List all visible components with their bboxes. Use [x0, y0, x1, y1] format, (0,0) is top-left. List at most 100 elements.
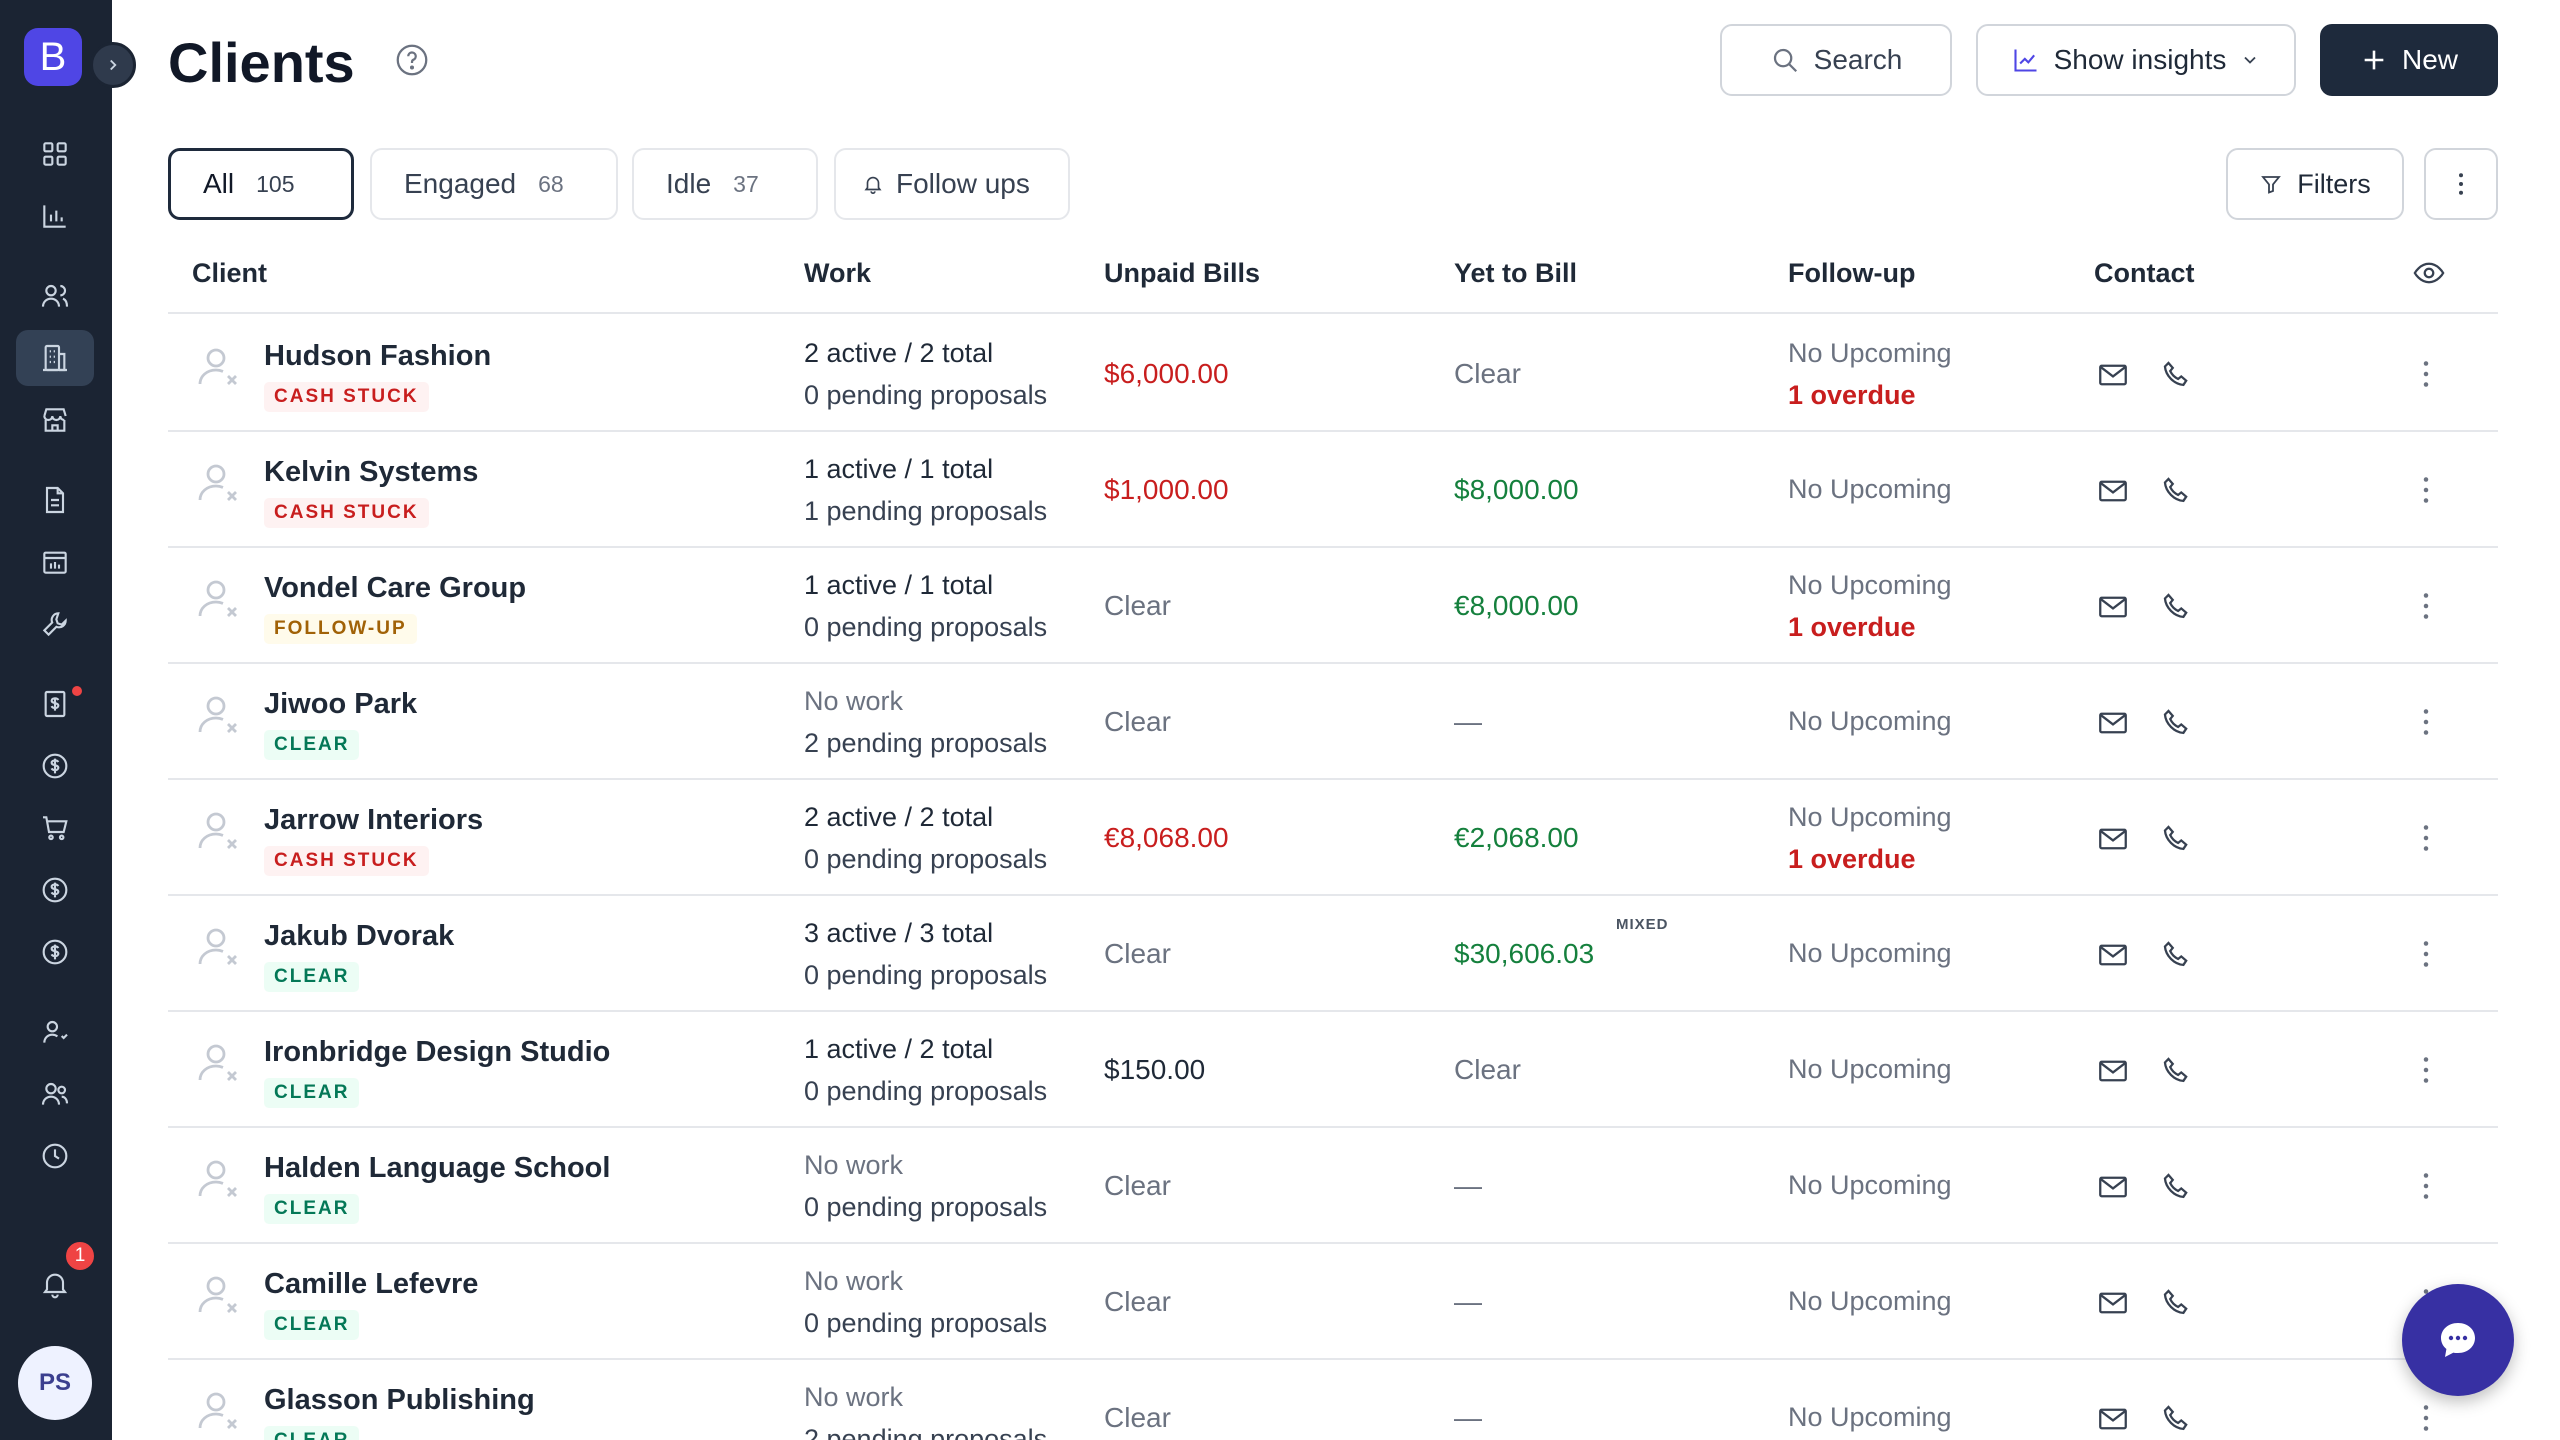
phone-icon[interactable]: [2160, 1054, 2194, 1088]
sidebar-item-profile[interactable]: [16, 1004, 94, 1060]
sidebar-item-payments[interactable]: [16, 738, 94, 794]
client-name[interactable]: Jakub Dvorak: [264, 920, 455, 952]
user-avatar[interactable]: PS: [18, 1346, 92, 1420]
column-header-client[interactable]: Client: [192, 258, 268, 288]
sidebar-item-tools[interactable]: [16, 596, 94, 652]
mail-icon[interactable]: [2096, 590, 2130, 624]
column-header-follow-up[interactable]: Follow-up: [1788, 258, 1916, 288]
tab-follow-ups[interactable]: Follow ups: [834, 148, 1070, 220]
sidebar-item-invoices[interactable]: [16, 676, 94, 732]
search-button[interactable]: Search: [1720, 24, 1952, 96]
sidebar-item-team[interactable]: [16, 1066, 94, 1122]
sidebar-collapse-button[interactable]: [90, 42, 136, 88]
kebab-menu-icon[interactable]: [2408, 1166, 2444, 1206]
client-name[interactable]: Ironbridge Design Studio: [264, 1036, 611, 1068]
bell-icon: [42, 1273, 68, 1299]
table-row[interactable]: Kelvin Systems CASH STUCK 1 active / 1 t…: [168, 432, 2498, 548]
client-name[interactable]: Jiwoo Park: [264, 688, 418, 720]
column-header-yet-to-bill[interactable]: Yet to Bill: [1454, 258, 1578, 288]
table-row[interactable]: Jakub Dvorak CLEAR 3 active / 3 total 0 …: [168, 896, 2498, 1012]
table-row[interactable]: Vondel Care Group FOLLOW-UP 1 active / 1…: [168, 548, 2498, 664]
phone-icon[interactable]: [2160, 1286, 2194, 1320]
sidebar-item-notifications[interactable]: [16, 1256, 94, 1312]
filters-button[interactable]: Filters: [2226, 148, 2404, 220]
more-options-button[interactable]: [2424, 148, 2498, 220]
mail-icon[interactable]: [2096, 1170, 2130, 1204]
tab-all[interactable]: All 105: [168, 148, 354, 220]
mail-icon[interactable]: [2096, 1402, 2130, 1436]
sidebar-item-reports[interactable]: [16, 534, 94, 590]
chat-icon: [2441, 1323, 2475, 1357]
work-summary: 2 active / 2 total: [804, 802, 994, 832]
client-name[interactable]: Halden Language School: [264, 1152, 611, 1184]
person-icon: [198, 580, 237, 617]
yet-to-bill: —: [1454, 706, 1482, 737]
kebab-menu-icon[interactable]: [2408, 702, 2444, 742]
client-name[interactable]: Vondel Care Group: [264, 572, 527, 604]
client-name[interactable]: Kelvin Systems: [264, 456, 479, 488]
mail-icon[interactable]: [2096, 358, 2130, 392]
tab-idle[interactable]: Idle 37: [632, 148, 818, 220]
eye-icon[interactable]: [2412, 256, 2446, 290]
sidebar-item-billing[interactable]: [16, 862, 94, 918]
help-icon[interactable]: [394, 42, 430, 78]
mail-icon[interactable]: [2096, 1054, 2130, 1088]
phone-icon[interactable]: [2160, 938, 2194, 972]
table-row[interactable]: Halden Language School CLEAR No work 0 p…: [168, 1128, 2498, 1244]
chevron-down-icon: [2244, 56, 2257, 64]
sidebar-item-time[interactable]: [16, 1128, 94, 1184]
mail-icon[interactable]: [2096, 822, 2130, 856]
mail-icon[interactable]: [2096, 938, 2130, 972]
client-name[interactable]: Jarrow Interiors: [264, 804, 484, 836]
client-name[interactable]: Glasson Publishing: [264, 1384, 535, 1416]
filters-label: Filters: [2297, 168, 2371, 199]
column-header-work[interactable]: Work: [804, 258, 872, 288]
column-header-unpaid-bills[interactable]: Unpaid Bills: [1104, 258, 1261, 288]
phone-icon[interactable]: [2160, 1402, 2194, 1436]
tab-engaged[interactable]: Engaged 68: [370, 148, 618, 220]
team-icon: [41, 1082, 69, 1105]
show-insights-button[interactable]: Show insights: [1976, 24, 2296, 96]
phone-icon[interactable]: [2160, 1170, 2194, 1204]
table-row[interactable]: Jarrow Interiors CASH STUCK 2 active / 2…: [168, 780, 2498, 896]
sidebar-item-store[interactable]: [16, 392, 94, 448]
sidebar-item-documents[interactable]: [16, 472, 94, 528]
kebab-menu-icon[interactable]: [2408, 470, 2444, 510]
kebab-menu-icon[interactable]: [2408, 818, 2444, 858]
sidebar-item-clients[interactable]: [16, 330, 94, 386]
kebab-menu-icon[interactable]: [2408, 354, 2444, 394]
kebab-menu-icon[interactable]: [2408, 586, 2444, 626]
mail-icon[interactable]: [2096, 706, 2130, 740]
chat-support-button[interactable]: [2402, 1284, 2514, 1396]
kebab-menu-icon[interactable]: [2408, 1050, 2444, 1090]
kebab-menu-icon[interactable]: [2408, 1398, 2444, 1438]
table-row[interactable]: Ironbridge Design Studio CLEAR 1 active …: [168, 1012, 2498, 1128]
phone-icon[interactable]: [2160, 590, 2194, 624]
phone-icon[interactable]: [2160, 822, 2194, 856]
mail-icon[interactable]: [2096, 474, 2130, 508]
mail-icon[interactable]: [2096, 1286, 2130, 1320]
sidebar-item-dashboard[interactable]: [16, 126, 94, 182]
yet-to-bill: —: [1454, 1286, 1482, 1317]
client-name[interactable]: Hudson Fashion: [264, 340, 492, 372]
kebab-menu-icon[interactable]: [2408, 934, 2444, 974]
sidebar-item-analytics[interactable]: [16, 188, 94, 244]
table-row[interactable]: Jiwoo Park CLEAR No work 2 pending propo…: [168, 664, 2498, 780]
client-name[interactable]: Camille Lefevre: [264, 1268, 479, 1300]
bell-icon: [864, 176, 882, 194]
sidebar-item-users[interactable]: [16, 268, 94, 324]
follow-up-status: No Upcoming: [1788, 338, 1952, 368]
table-row[interactable]: Glasson Publishing CLEAR No work 2 pendi…: [168, 1360, 2498, 1440]
app-logo[interactable]: B: [24, 28, 82, 86]
phone-icon[interactable]: [2160, 358, 2194, 392]
phone-icon[interactable]: [2160, 474, 2194, 508]
new-client-button[interactable]: New: [2320, 24, 2498, 96]
sidebar-item-expenses[interactable]: [16, 924, 94, 980]
table-row[interactable]: Hudson Fashion CASH STUCK 2 active / 2 t…: [168, 316, 2498, 432]
phone-icon[interactable]: [2160, 706, 2194, 740]
status-badge: CLEAR: [264, 730, 360, 760]
column-header-contact[interactable]: Contact: [2094, 258, 2195, 288]
overdue-count: 1 overdue: [1788, 844, 1916, 874]
table-row[interactable]: Camille Lefevre CLEAR No work 0 pending …: [168, 1244, 2498, 1360]
sidebar-item-cart[interactable]: [16, 800, 94, 856]
